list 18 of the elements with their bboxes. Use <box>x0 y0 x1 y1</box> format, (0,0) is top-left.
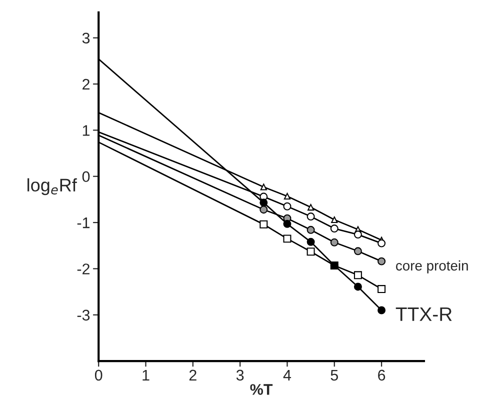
x-tick-label: 1 <box>142 370 150 380</box>
y-tick-label: -1 <box>77 218 90 228</box>
y-tick-label: 1 <box>82 125 90 136</box>
x-tick-label: 2 <box>189 370 196 380</box>
x-tick-label: 6 <box>378 370 386 381</box>
y-axis-title: log$_{e}$Rf <box>28 178 77 196</box>
x-tick-label: 3 <box>236 370 244 381</box>
y-tick-label: 2 <box>82 78 90 90</box>
x-tick-label: 4 <box>283 370 292 380</box>
y-tick-label: 0 <box>82 171 90 182</box>
annotation: core protein <box>396 260 468 274</box>
x-axis-title: %T <box>250 384 273 395</box>
y-tick-label: 3 <box>82 32 90 44</box>
y-tick-label: -2 <box>77 264 90 274</box>
annotation: TTX-R <box>396 307 452 321</box>
x-tick-label: 5 <box>330 370 338 381</box>
x-tick-label: 0 <box>94 370 102 381</box>
y-tick-label: -3 <box>77 310 90 321</box>
